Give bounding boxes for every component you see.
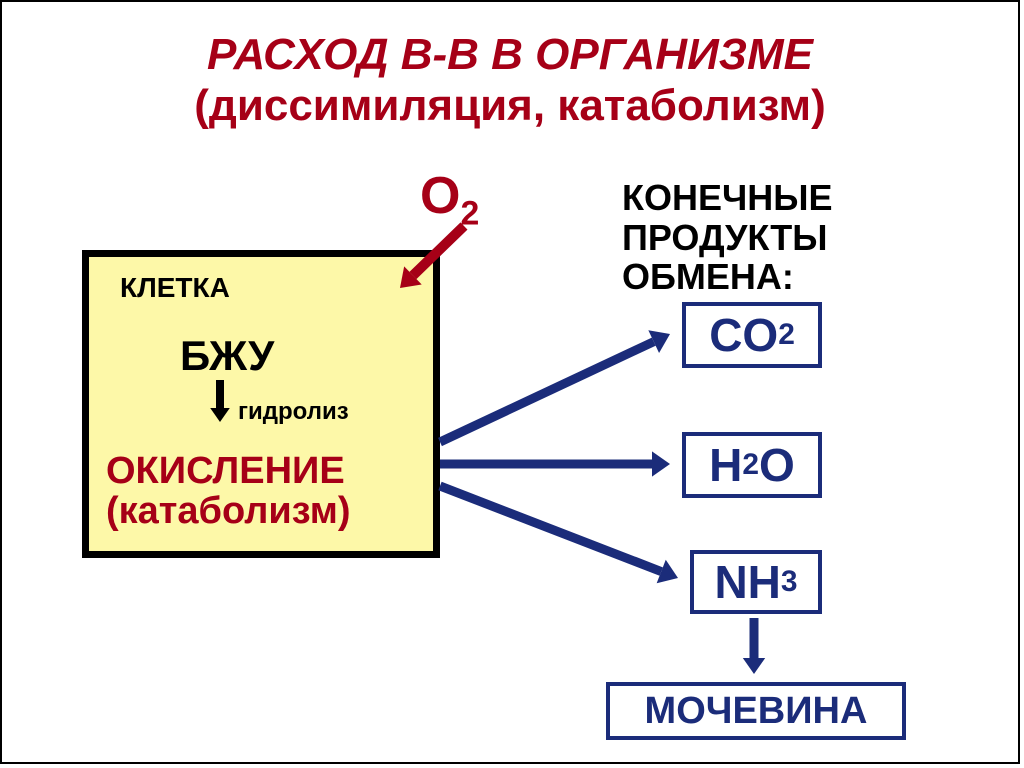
oxid-l2: (катаболизм): [106, 492, 351, 532]
right-head-l2: ПРОДУКТЫ: [622, 217, 828, 258]
o2-label: O2: [420, 166, 479, 233]
product-h2o: H2O: [682, 432, 822, 498]
cell-label: КЛЕТКА: [120, 272, 230, 304]
right-head-l3: ОБМЕНА:: [622, 256, 794, 297]
end-products-heading: КОНЕЧНЫЕ ПРОДУКТЫ ОБМЕНА:: [622, 178, 833, 297]
right-head-l1: КОНЕЧНЫЕ: [622, 177, 833, 218]
bju-label: БЖУ: [180, 332, 274, 380]
hydrolysis-label: гидролиз: [238, 398, 349, 426]
title-line2: (диссимиляция, катаболизм): [194, 81, 826, 130]
product-co2: CO2: [682, 302, 822, 368]
product-urea: МОЧЕВИНА: [606, 682, 906, 740]
product-nh3: NH3: [690, 550, 822, 614]
slide-title: РАСХОД В-В В ОРГАНИЗМЕ (диссимиляция, ка…: [2, 30, 1018, 131]
slide-frame: РАСХОД В-В В ОРГАНИЗМЕ (диссимиляция, ка…: [0, 0, 1020, 764]
title-line1: РАСХОД В-В В ОРГАНИЗМЕ: [207, 30, 813, 79]
oxidation-label: ОКИСЛЕНИЕ (катаболизм): [106, 452, 351, 532]
oxid-l1: ОКИСЛЕНИЕ: [106, 452, 351, 492]
